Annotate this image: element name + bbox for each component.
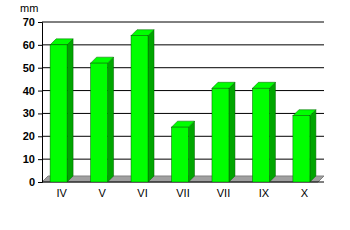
- x-tick-label: IX: [259, 187, 270, 199]
- bar-top: [172, 121, 195, 127]
- y-tick: 10: [23, 153, 42, 165]
- x-tick: X: [301, 186, 309, 199]
- bar-side: [188, 121, 194, 182]
- bar: [91, 63, 108, 182]
- bar-top: [131, 30, 154, 36]
- grid-line: [42, 22, 324, 23]
- x-tick: VI: [137, 186, 147, 199]
- bar-3d: [212, 82, 235, 182]
- bar-3d: [293, 110, 316, 182]
- bar: [293, 116, 310, 182]
- bar-side: [310, 110, 316, 182]
- x-tick-label: VII: [217, 187, 230, 199]
- y-tick-label: 50: [23, 62, 35, 74]
- bars: [50, 30, 316, 182]
- y-axis-title: mm: [20, 2, 38, 14]
- y-tick-mark: [38, 45, 42, 46]
- y-tick-mark: [38, 136, 42, 137]
- y-tick-label: 0: [29, 176, 35, 188]
- bar-top: [50, 39, 73, 45]
- bar-3d: [252, 82, 275, 182]
- bar-3d: [91, 57, 114, 182]
- y-tick-mark: [38, 182, 42, 183]
- y-tick-mark: [38, 113, 42, 114]
- grid-line: [42, 67, 324, 68]
- bar-3d: [172, 121, 195, 182]
- y-tick-label: 30: [23, 107, 35, 119]
- bar: [50, 45, 67, 182]
- x-axis: IV V VI VII VII IX X: [56, 186, 308, 199]
- y-tick: 60: [23, 39, 42, 51]
- bar-side: [229, 82, 235, 182]
- bar-side: [108, 57, 114, 182]
- y-tick-mark: [38, 22, 42, 23]
- bar-side: [269, 82, 275, 182]
- y-tick-mark: [38, 68, 42, 69]
- bar-side: [148, 30, 154, 182]
- bar-side: [67, 39, 73, 182]
- y-tick-label: 70: [23, 16, 35, 28]
- y-tick-label: 20: [23, 130, 35, 142]
- x-tick: VII: [217, 186, 230, 199]
- x-tick-label: IV: [56, 187, 67, 199]
- x-tick: IX: [259, 186, 270, 199]
- bar-3d: [131, 30, 154, 182]
- x-tick: IV: [56, 186, 67, 199]
- y-axis-line: [38, 23, 43, 183]
- y-tick-mark: [38, 159, 42, 160]
- bar: [212, 88, 229, 182]
- bar-top: [91, 57, 114, 63]
- y-tick: 0: [29, 176, 42, 188]
- bar: [172, 127, 189, 182]
- x-tick-label: VI: [137, 187, 147, 199]
- x-tick: VII: [176, 186, 189, 199]
- grid: [42, 22, 324, 182]
- grid-line: [42, 113, 324, 114]
- bar: [252, 88, 269, 182]
- bar-top: [212, 82, 235, 88]
- bar-top: [293, 110, 316, 116]
- y-tick: 50: [23, 62, 42, 74]
- y-tick-label: 40: [23, 85, 35, 97]
- x-tick-label: VII: [176, 187, 189, 199]
- y-tick-mark: [38, 91, 42, 92]
- grid-line: [42, 90, 324, 91]
- bar: [131, 36, 148, 182]
- x-tick: V: [98, 186, 106, 199]
- chart: 0 10 20 30 40 50 60 70 IV V VI VII VII IX Xmm: [0, 0, 350, 230]
- bar-3d: [50, 39, 73, 182]
- y-tick: 70: [23, 16, 42, 28]
- bar-top: [252, 82, 275, 88]
- y-axis: 0 10 20 30 40 50 60 70: [23, 16, 43, 188]
- y-tick: 30: [23, 107, 42, 119]
- y-tick: 40: [23, 85, 42, 97]
- x-tick-label: X: [301, 187, 309, 199]
- y-tick: 20: [23, 130, 42, 142]
- x-tick-label: V: [98, 187, 106, 199]
- grid-line: [42, 44, 324, 45]
- y-tick-label: 60: [23, 39, 35, 51]
- y-tick-label: 10: [23, 153, 35, 165]
